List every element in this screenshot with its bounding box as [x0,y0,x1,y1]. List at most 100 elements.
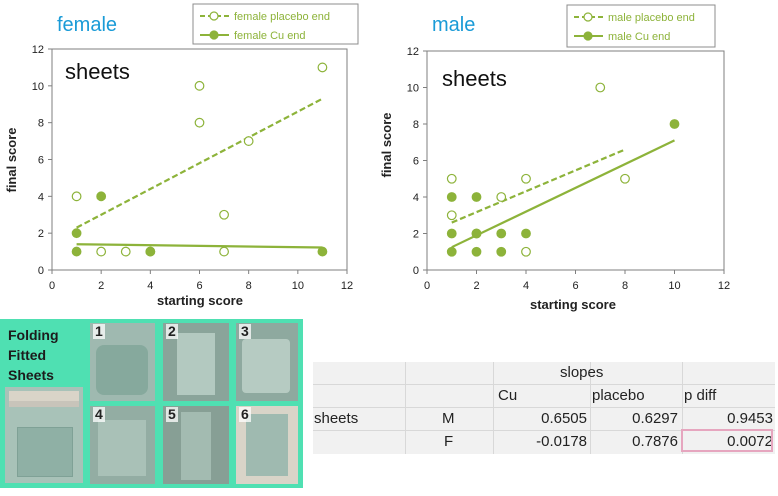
data-point [446,192,457,202]
x-tick-label: 0 [49,280,55,292]
step-number: 6 [239,406,251,422]
x-tick-label: 10 [668,280,680,292]
trend-line [451,148,626,224]
cell-m-cu: 0.6505 [541,410,587,427]
data-point [96,191,107,202]
data-point [595,82,606,93]
row-group-f: F [444,433,454,450]
legend-marker [209,11,219,21]
y-tick-label: 12 [32,44,44,56]
x-tick-label: 0 [424,280,430,292]
y-tick-label: 4 [38,191,44,203]
data-point [219,246,229,257]
y-tick-label: 8 [38,118,44,130]
female-chart-svg: 0 2 4 6 8 10 12 0 2 4 6 8 10 12 starting score final sc… [4,3,359,308]
legend-label: female Cu end [234,30,306,42]
cell-m-placebo: 0.6297 [632,410,678,427]
step-4-photo: 4 [90,406,155,484]
y-tick-label: 4 [413,192,419,204]
y-tick-label: 0 [38,265,44,277]
y-tick-label: 10 [32,81,44,93]
legend-box [566,4,716,48]
x-tick-label: 4 [147,280,153,292]
step-number: 3 [239,323,251,339]
x-tick-label: 2 [473,280,479,292]
data-point [620,173,630,184]
data-point [446,210,457,221]
legend-label: female placebo end [234,11,330,23]
data-point [496,246,507,257]
data-point [96,246,107,257]
y-axis-label: final score [4,127,19,192]
data-point [243,136,254,146]
cell-f-cu: -0.0178 [536,433,587,450]
step-number: 1 [93,323,105,339]
data-point [120,246,131,257]
step-number: 5 [166,406,178,422]
column-header-cu: Cu [498,387,518,404]
y-tick-label: 12 [407,46,419,58]
step-6-photo: 6 [236,406,298,484]
y-tick-label: 0 [413,265,419,277]
x-tick-label: 10 [292,280,304,292]
row-group-m: M [442,410,455,427]
data-point [317,246,328,257]
x-tick-label: 6 [196,280,202,292]
cell-m-p-diff: 0.9453 [727,410,773,427]
data-point [496,228,507,239]
x-tick-label: 2 [98,280,104,292]
x-tick-label: 4 [523,280,529,292]
data-point [521,228,531,239]
female-chart: 0 2 4 6 8 10 12 0 2 4 6 8 10 12 starting score final sc… [0,0,385,315]
data-point [521,246,531,257]
male-chart-svg: 0 2 4 6 8 10 12 0 2 4 6 8 10 12 starting score final sc… [379,4,730,312]
data-point [521,173,531,184]
data-point [71,228,82,239]
chart-annotation: sheets [65,59,130,84]
data-point [669,119,680,129]
data-point [71,246,82,257]
cell-f-p-diff-highlighted: 0.0072 [727,433,773,450]
data-point [194,117,205,128]
x-tick-label: 6 [572,280,578,292]
folded-sheet-photo [5,387,83,483]
x-tick-label: 8 [622,280,628,292]
legend-box [192,3,359,45]
x-axis-label: starting score [530,297,616,312]
y-tick-label: 2 [413,229,419,241]
chart-title: male [432,14,475,36]
step-5-photo: 5 [163,406,229,484]
instructions-title: Folding Fitted Sheets [8,327,59,383]
data-point [471,228,482,239]
legend-marker [583,12,593,22]
step-3-photo: 3 [236,323,298,401]
x-tick-label: 12 [718,280,730,292]
step-2-photo: 2 [163,323,229,401]
trend-line [76,243,323,249]
highlight-box [681,429,773,452]
step-number: 2 [166,323,178,339]
data-point [471,192,482,202]
data-point [71,191,82,202]
male-chart: 0 2 4 6 8 10 12 0 2 4 6 8 10 12 starting score final sc… [375,0,775,315]
data-point [317,62,328,73]
y-tick-label: 6 [38,155,44,167]
chart-annotation: sheets [442,66,507,91]
trend-line [76,97,323,229]
slopes-table: slopes Cu placebo p diff sheets M 0.6505… [313,362,775,454]
y-tick-label: 8 [413,119,419,131]
data-point [194,80,205,91]
column-header-placebo: placebo [592,387,645,404]
row-label-sheets: sheets [314,410,359,427]
step-number: 4 [93,406,105,422]
column-header-p-diff: p diff [684,387,717,404]
trend-line [451,139,675,249]
data-point [145,246,156,257]
folding-instructions-panel: Folding Fitted Sheets 1 2 3 4 5 6 [0,319,303,488]
x-axis-label: starting score [157,293,243,308]
legend-label: male Cu end [608,31,670,43]
table-header-slopes: slopes [560,364,604,381]
data-point [496,192,507,202]
y-tick-label: 2 [38,228,44,240]
data-point [446,246,457,257]
